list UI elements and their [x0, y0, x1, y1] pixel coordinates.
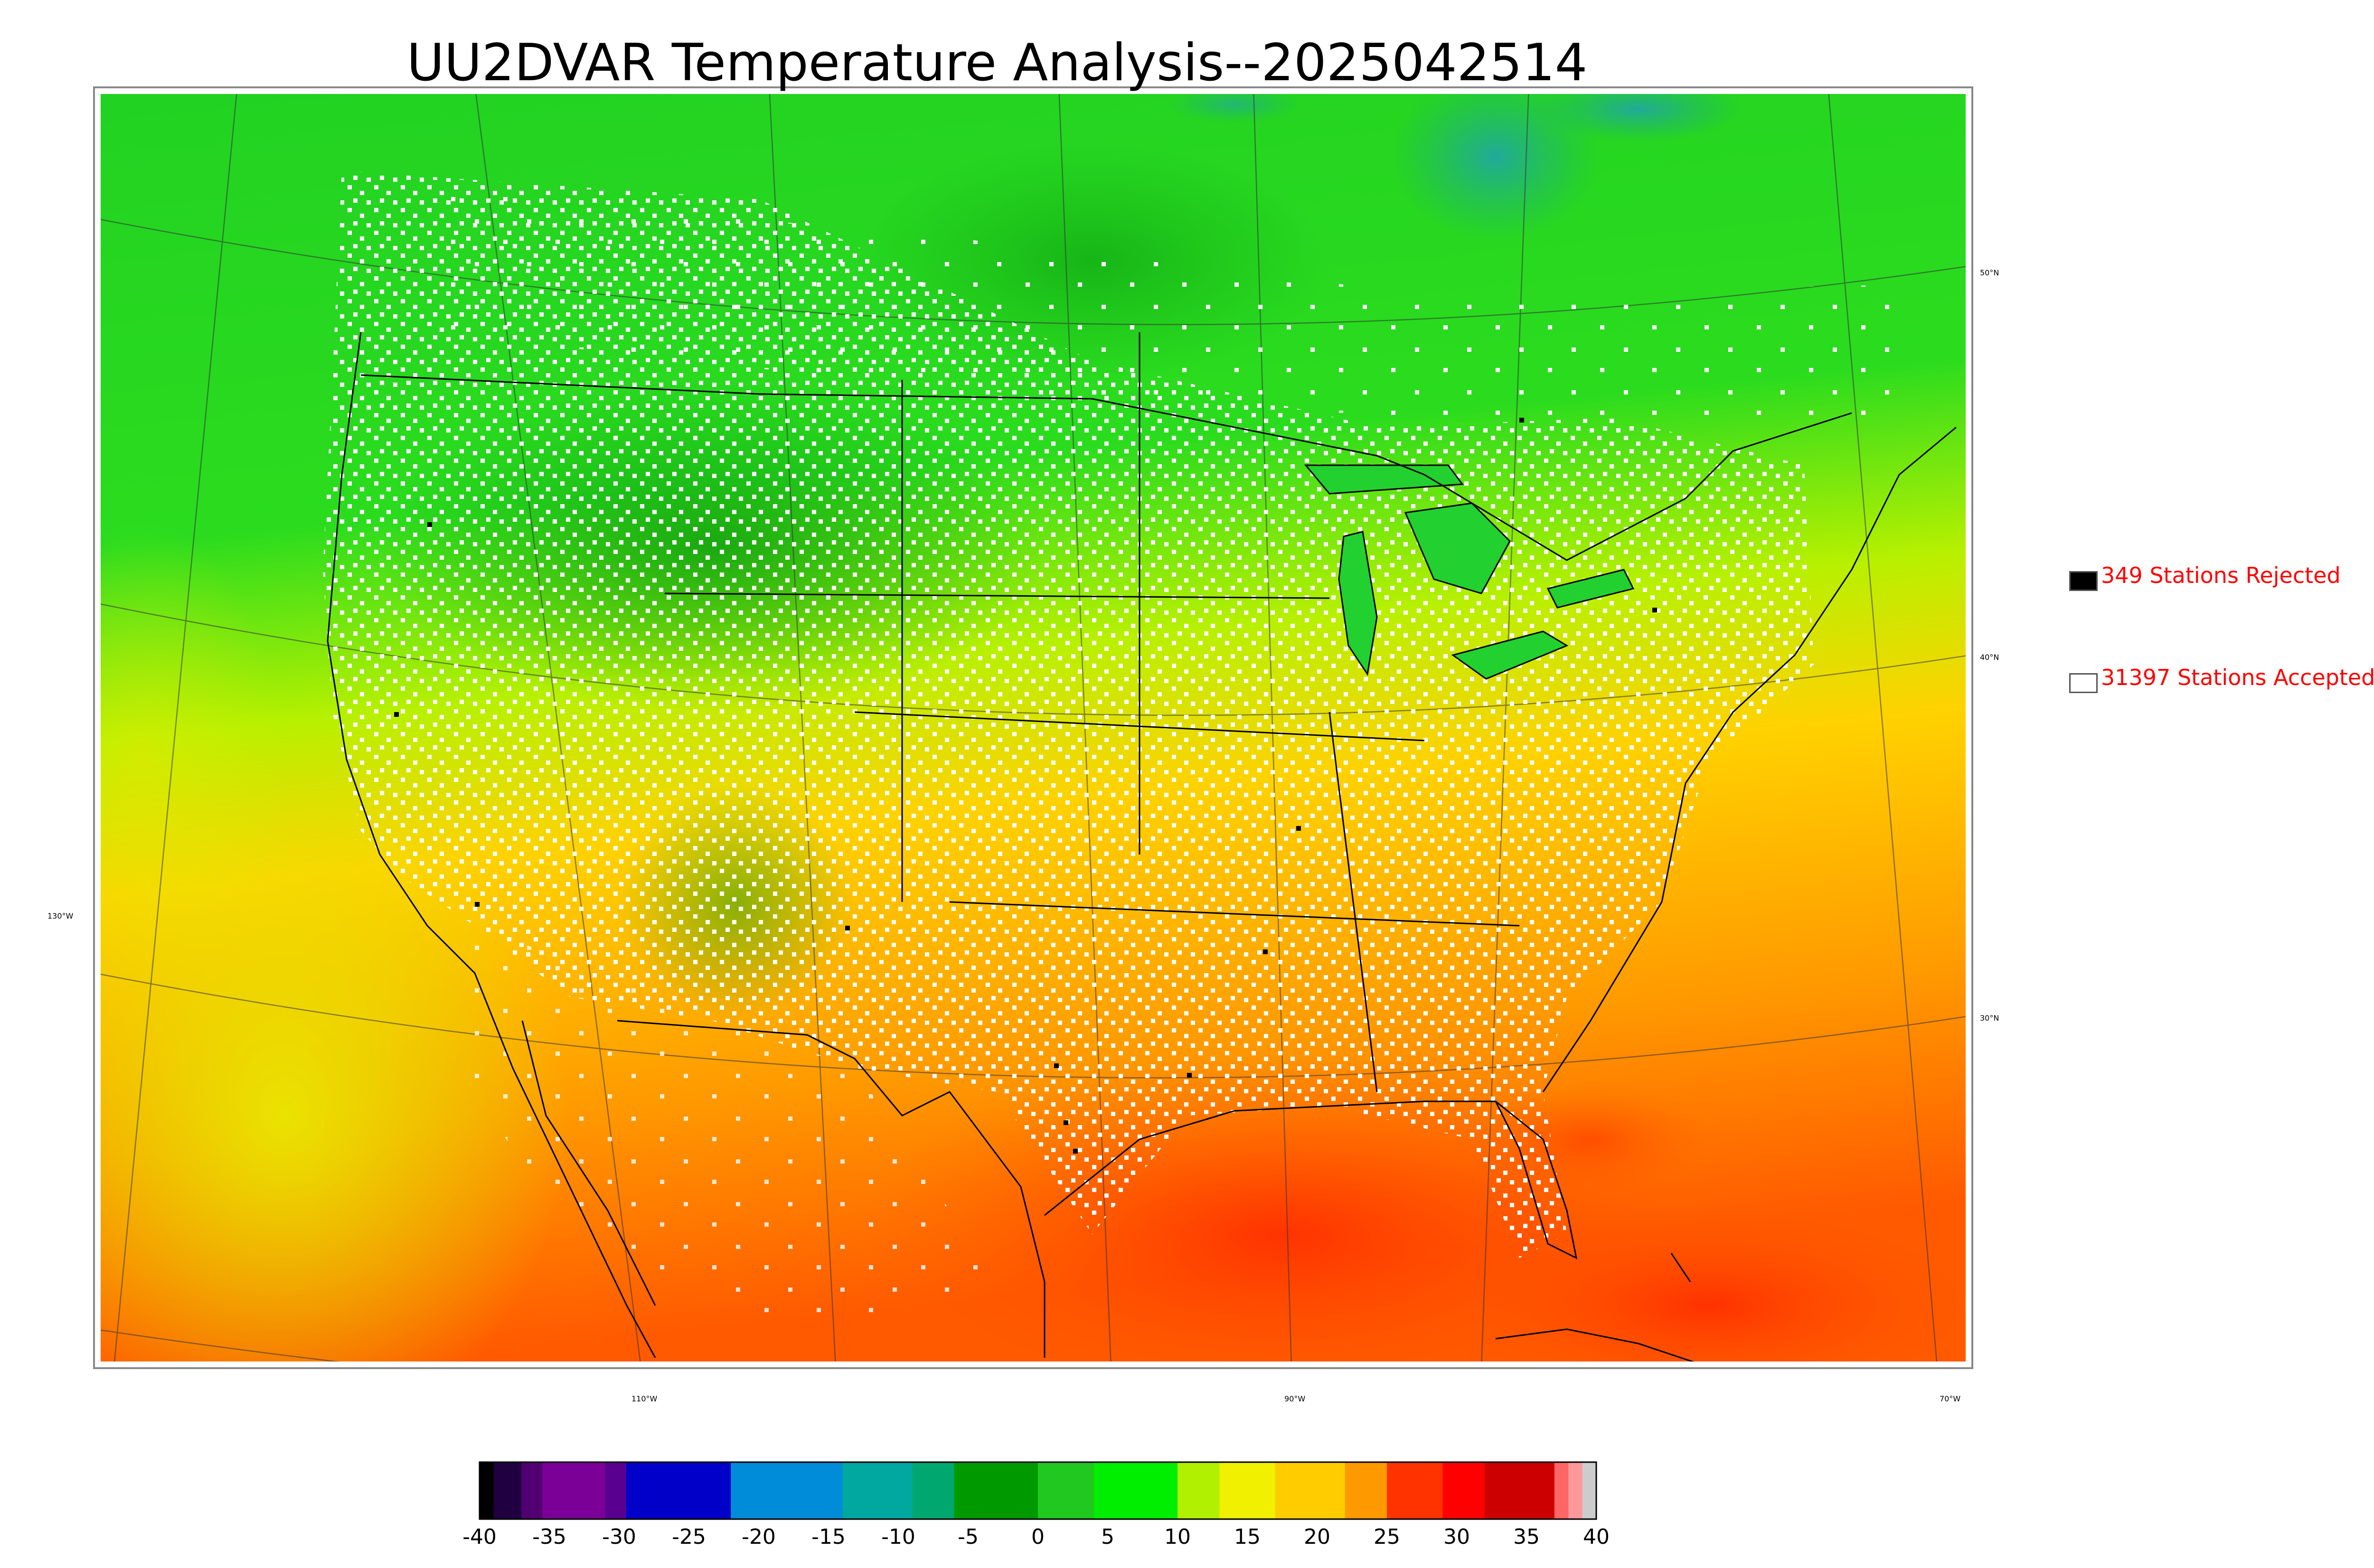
lon-label-70: 70°W — [1940, 1394, 1960, 1403]
colorbar-segment — [605, 1462, 627, 1519]
colorbar-segment — [1582, 1462, 1597, 1519]
colorbar-tick-label: 25 — [1374, 1525, 1400, 1549]
colorbar-tick-label: 10 — [1164, 1525, 1191, 1549]
colorbar-segment — [1178, 1462, 1220, 1519]
lon-label-130: 130°W — [47, 911, 74, 920]
colorbar-segment — [1554, 1462, 1569, 1519]
lat-label-50: 50°N — [1980, 268, 1999, 277]
colorbar-tick-label: 30 — [1443, 1525, 1470, 1549]
colorbar-segment — [1442, 1462, 1485, 1519]
colorbar-segment — [1484, 1462, 1555, 1519]
temperature-field — [101, 94, 1966, 1361]
colorbar-tick-label: 20 — [1304, 1525, 1330, 1549]
colorbar-segment — [480, 1462, 494, 1519]
colorbar-segment — [542, 1462, 606, 1519]
colorbar-segment — [912, 1462, 955, 1519]
accepted-legend-label: 31397 Stations Accepted — [2101, 665, 2374, 690]
colorbar-tick-label: -20 — [742, 1525, 776, 1549]
borders — [327, 332, 1957, 1361]
accepted-stations — [323, 171, 1814, 1258]
lat-label-30: 30°N — [1980, 1014, 1999, 1023]
colorbar-segment — [731, 1462, 843, 1519]
colorbar-segment — [1568, 1462, 1583, 1519]
accepted-legend-swatch — [2069, 673, 2098, 693]
colorbar-tick-label: -35 — [532, 1525, 566, 1549]
colorbar-segment — [1275, 1462, 1346, 1519]
colorbar-tick-label: -15 — [811, 1525, 846, 1549]
colorbar-tick-label: 40 — [1583, 1525, 1610, 1549]
colorbar-segment — [1219, 1462, 1276, 1519]
colorbar-segment — [842, 1462, 913, 1519]
great-lakes — [1304, 464, 1635, 680]
colorbar-tick-label: 35 — [1513, 1525, 1540, 1549]
colorbar-segment — [1093, 1462, 1178, 1519]
lon-label-90: 90°W — [1284, 1394, 1305, 1403]
colorbar-segment — [1387, 1462, 1443, 1519]
colorbar-segment — [954, 1462, 1038, 1519]
rejected-legend-swatch — [2069, 571, 2098, 591]
rejected-stations — [394, 418, 1657, 1154]
colorbar-segment — [493, 1462, 522, 1519]
colorbar-segments — [480, 1462, 1597, 1519]
colorbar-ticks: -40 -35 -30 -25 -20 -15 -10 -5 0 5 10 15 20 25 30 35 40 — [462, 1525, 1610, 1549]
lon-label-110: 110°W — [631, 1394, 658, 1403]
colorbar-tick-label: -40 — [462, 1525, 497, 1549]
map-title: UU2DVAR Temperature Analysis--2025042514 — [406, 33, 1588, 93]
colorbar-segment — [521, 1462, 543, 1519]
map-frame — [93, 86, 1973, 1369]
colorbar-segment — [1038, 1462, 1094, 1519]
colorbar-tick-label: -25 — [672, 1525, 706, 1549]
colorbar-tick-label: 15 — [1234, 1525, 1261, 1549]
rejected-legend-label: 349 Stations Rejected — [2101, 563, 2341, 588]
colorbar-tick-label: -30 — [602, 1525, 636, 1549]
colorbar-tick-label: -10 — [881, 1525, 915, 1549]
colorbar-tick-label: 5 — [1101, 1525, 1114, 1549]
colorbar-segment — [1345, 1462, 1387, 1519]
colorbar-tick-label: 0 — [1031, 1525, 1045, 1549]
colorbar-tick-label: -5 — [958, 1525, 979, 1549]
colorbar-segment — [626, 1462, 731, 1519]
lat-label-40: 40°N — [1980, 653, 1999, 662]
